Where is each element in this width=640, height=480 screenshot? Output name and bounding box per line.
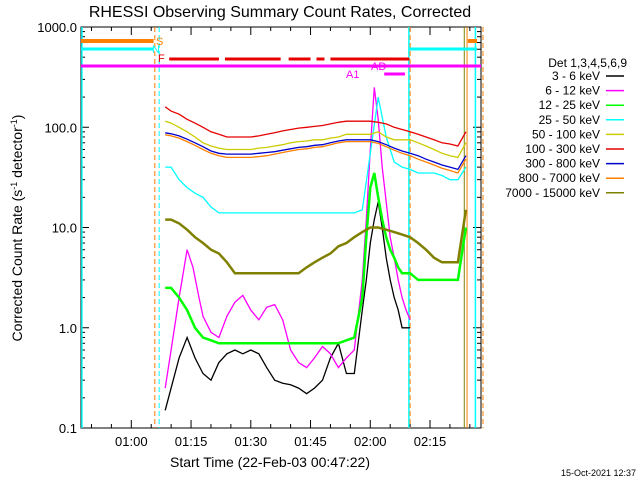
- plot-area: 0.1 1.0 10.0 100.0 1000.0 01:00 01:15 01:30 01:4…: [37, 20, 484, 449]
- decimation-flag-label: AD: [371, 61, 386, 73]
- flare-flag-label: F: [158, 53, 165, 65]
- y-tick-label: 1.0: [59, 321, 77, 336]
- series-line-9: [165, 209, 468, 275]
- series-line-8: [165, 134, 467, 174]
- series-line-6: [164, 106, 467, 147]
- y-tick-label: 100.0: [44, 120, 77, 135]
- legend-label: 25 - 50 keV: [539, 113, 600, 127]
- x-tick-label: 02:15: [414, 434, 447, 449]
- series-line-2: [164, 87, 411, 389]
- plot-frame: [80, 26, 482, 429]
- x-tick-label: 01:45: [294, 434, 327, 449]
- timestamp: 15-Oct-2021 12:37: [561, 468, 636, 478]
- saa-flag-label: S: [156, 36, 163, 48]
- x-axis-label: Start Time (22-Feb-03 00:47:22): [170, 454, 370, 470]
- y-tick-label: 10.0: [52, 221, 77, 236]
- legend-label: 12 - 25 keV: [539, 98, 600, 112]
- legend-label: 50 - 100 keV: [532, 127, 600, 141]
- series-line-4: [165, 96, 467, 214]
- series-line-1: [164, 201, 411, 411]
- y-tick-label: 0.1: [59, 421, 77, 436]
- legend-label: 6 - 12 keV: [545, 84, 600, 98]
- x-tick-label: 01:00: [115, 434, 148, 449]
- legend-label: 800 - 7000 keV: [519, 171, 600, 185]
- x-tick-label: 01:15: [175, 434, 208, 449]
- chart-title: RHESSI Observing Summary Count Rates, Co…: [89, 4, 471, 21]
- legend-label: 300 - 800 keV: [525, 157, 600, 171]
- night-flag-label: N: [152, 44, 160, 56]
- legend-title: Det 1,3,4,5,6,9: [548, 56, 627, 70]
- x-tick-label: 02:00: [354, 434, 387, 449]
- legend-label: 7000 - 15000 keV: [505, 186, 600, 200]
- attenuator-flag-label: A1: [346, 69, 359, 81]
- series-line-5: [165, 120, 467, 159]
- y-tick-label: 1000.0: [37, 20, 77, 35]
- legend-label: 100 - 300 keV: [525, 142, 600, 156]
- y-axis-label: Corrected Count Rate (s-1 detector-1): [9, 115, 25, 342]
- series-line-7: [165, 132, 467, 171]
- legend-label: 3 - 6 keV: [552, 69, 600, 83]
- x-tick-label: 01:30: [235, 434, 268, 449]
- series-line-3: [165, 172, 468, 345]
